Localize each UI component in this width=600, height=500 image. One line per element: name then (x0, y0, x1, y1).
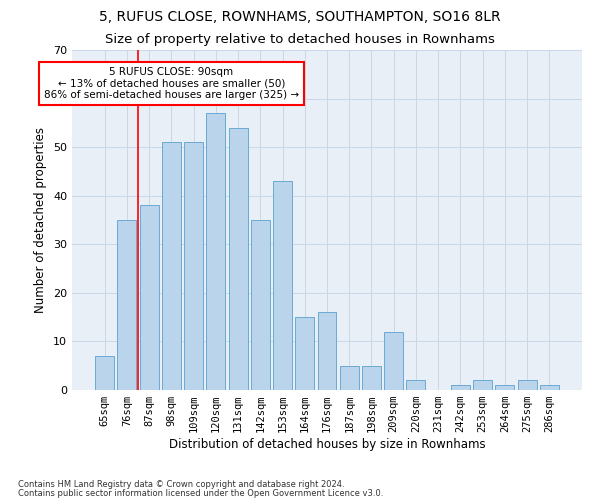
Bar (295, 317, 314, 390)
Y-axis label: Number of detached properties: Number of detached properties (34, 127, 47, 313)
Bar (184, 142, 203, 390)
Text: Contains HM Land Registry data © Crown copyright and database right 2024.: Contains HM Land Registry data © Crown c… (18, 480, 344, 489)
Bar (518, 380, 536, 390)
Bar (451, 385, 470, 390)
Text: 5 RUFUS CLOSE: 90sqm
← 13% of detached houses are smaller (50)
86% of semi-detac: 5 RUFUS CLOSE: 90sqm ← 13% of detached h… (44, 67, 299, 100)
Bar (317, 312, 337, 390)
Bar (206, 113, 225, 390)
Bar (362, 366, 381, 390)
Bar (473, 380, 492, 390)
Text: 5, RUFUS CLOSE, ROWNHAMS, SOUTHAMPTON, SO16 8LR: 5, RUFUS CLOSE, ROWNHAMS, SOUTHAMPTON, S… (99, 10, 501, 24)
Bar (229, 128, 248, 390)
Bar (406, 380, 425, 390)
Text: Size of property relative to detached houses in Rownhams: Size of property relative to detached ho… (105, 32, 495, 46)
Bar (540, 385, 559, 390)
Bar (384, 332, 403, 390)
Bar (95, 356, 114, 390)
X-axis label: Distribution of detached houses by size in Rownhams: Distribution of detached houses by size … (169, 438, 485, 451)
Bar (118, 220, 136, 390)
Bar (496, 385, 514, 390)
Bar (273, 181, 292, 390)
Bar (140, 206, 158, 390)
Bar (162, 142, 181, 390)
Text: Contains public sector information licensed under the Open Government Licence v3: Contains public sector information licen… (18, 488, 383, 498)
Bar (340, 366, 359, 390)
Bar (251, 220, 270, 390)
